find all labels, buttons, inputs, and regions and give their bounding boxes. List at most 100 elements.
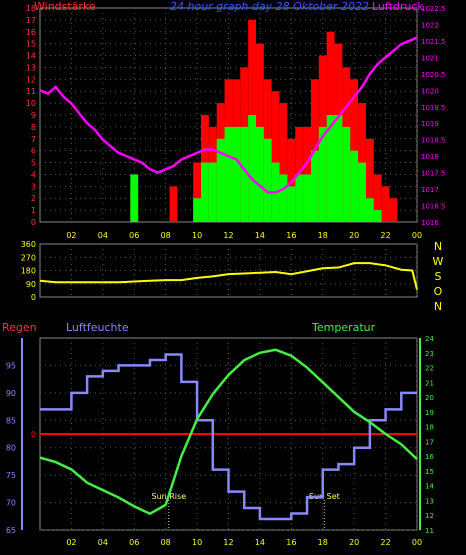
wind-average-bar <box>232 127 240 222</box>
wind-average-bar <box>295 174 303 222</box>
hour-tick-label: 06 <box>129 538 139 547</box>
hour-tick-label: 22 <box>380 231 390 240</box>
humidity-tick-label: 65 <box>6 526 16 535</box>
temperature-tick-label: 24 <box>425 335 434 343</box>
hour-tick-label: 16 <box>286 538 296 547</box>
wind-gust-bar <box>390 198 398 222</box>
wind-average-bar <box>335 115 343 222</box>
hour-tick-label: 00 <box>412 538 422 547</box>
wind-average-bar <box>201 163 209 222</box>
hour-tick-label: 20 <box>349 538 359 547</box>
temperature-tick-label: 16 <box>425 453 434 461</box>
wind-tick-label: 9 <box>31 111 36 120</box>
wind-tick-label: 2 <box>31 194 36 203</box>
pressure-tick-label: 1017.5 <box>421 170 446 178</box>
humidity-tick-label: 75 <box>6 471 16 480</box>
temperature-tick-label: 13 <box>425 497 434 505</box>
compass-label: O <box>434 285 443 298</box>
rain-tick-label: 0 <box>31 430 36 439</box>
pressure-tick-label: 1016.5 <box>421 203 446 211</box>
hour-tick-label: 04 <box>98 538 108 547</box>
wind-tick-label: 14 <box>26 52 36 61</box>
wind-tick-label: 16 <box>26 28 36 37</box>
temperature-tick-label: 11 <box>425 527 434 535</box>
luftdruck-title: Luftdruck <box>372 0 424 13</box>
pressure-tick-label: 1016 <box>421 219 439 227</box>
compass-label: N <box>434 300 442 313</box>
pressure-tick-label: 1018.5 <box>421 137 446 145</box>
direction-tick-label: 180 <box>21 267 36 276</box>
direction-tick-label: 90 <box>26 280 36 289</box>
hour-tick-label: 08 <box>161 538 171 547</box>
chart-day-title: 24 hour graph day 28 Oktober 2022 <box>170 0 369 13</box>
humidity-line <box>40 354 417 519</box>
humidity-tick-label: 90 <box>6 389 16 398</box>
wind-tick-label: 7 <box>31 135 36 144</box>
compass-label: S <box>435 270 442 283</box>
temperature-tick-label: 18 <box>425 424 434 432</box>
wind-average-bar <box>311 151 319 222</box>
wind-tick-label: 4 <box>31 170 36 179</box>
wind-tick-label: 3 <box>31 182 36 191</box>
wind-average-bar <box>350 151 358 222</box>
hour-tick-label: 10 <box>192 231 202 240</box>
pressure-tick-label: 1020 <box>421 87 439 95</box>
wind-average-bar <box>374 210 382 222</box>
compass-label: W <box>433 255 444 268</box>
hour-tick-label: 10 <box>192 538 202 547</box>
hour-tick-label: 12 <box>223 538 233 547</box>
wind-average-bar <box>358 163 366 222</box>
temperature-tick-label: 12 <box>425 512 434 520</box>
wind-tick-label: 6 <box>31 147 36 156</box>
pressure-tick-label: 1021.5 <box>421 38 446 46</box>
wind-average-bar <box>264 139 272 222</box>
hour-tick-label: 18 <box>318 231 328 240</box>
direction-tick-label: 0 <box>31 293 36 302</box>
hour-tick-label: 06 <box>129 231 139 240</box>
wind-average-bar <box>342 127 350 222</box>
hour-tick-label: 00 <box>412 231 422 240</box>
hour-tick-label: 04 <box>98 231 108 240</box>
wind-gust-bar <box>382 186 390 222</box>
wind-direction-line <box>40 263 417 290</box>
humidity-tick-label: 85 <box>6 416 16 425</box>
hour-tick-label: 14 <box>255 538 265 547</box>
wind-average-bar <box>193 198 201 222</box>
humidity-tick-label: 70 <box>6 499 16 508</box>
wind-tick-label: 5 <box>31 159 36 168</box>
windstaerke-title: Windstärke <box>34 0 96 13</box>
wind-average-bar <box>287 186 295 222</box>
direction-tick-label: 270 <box>21 253 36 262</box>
wind-tick-label: 0 <box>31 218 36 227</box>
wind-average-bar <box>280 174 288 222</box>
direction-tick-label: 360 <box>21 240 36 249</box>
temperature-tick-label: 15 <box>425 468 434 476</box>
wind-tick-label: 12 <box>26 75 36 84</box>
temperature-tick-label: 14 <box>425 483 434 491</box>
hour-tick-label: 16 <box>286 231 296 240</box>
wind-average-bar <box>248 115 256 222</box>
wind-tick-label: 10 <box>26 99 36 108</box>
wind-average-bar <box>130 174 138 222</box>
wind-tick-label: 8 <box>31 123 36 132</box>
wind-gust-bar <box>170 186 178 222</box>
hour-tick-label: 02 <box>66 231 76 240</box>
hour-tick-label: 18 <box>318 538 328 547</box>
pressure-tick-label: 1019 <box>421 120 439 128</box>
pressure-tick-label: 1022 <box>421 21 439 29</box>
wind-tick-label: 11 <box>26 87 36 96</box>
pressure-tick-label: 1018 <box>421 153 439 161</box>
temperature-tick-label: 21 <box>425 379 434 387</box>
wind-tick-label: 1 <box>31 206 36 215</box>
humidity-tick-label: 80 <box>6 444 16 453</box>
wind-tick-label: 13 <box>26 63 36 72</box>
luftfeuchte-label: Luftfeuchte <box>66 321 129 334</box>
wind-average-bar <box>256 127 264 222</box>
wind-average-bar <box>366 198 374 222</box>
wind-average-bar <box>225 127 233 222</box>
wind-average-bar <box>303 174 311 222</box>
temperature-tick-label: 23 <box>425 350 434 358</box>
hour-tick-label: 20 <box>349 231 359 240</box>
temperature-tick-label: 17 <box>425 438 434 446</box>
